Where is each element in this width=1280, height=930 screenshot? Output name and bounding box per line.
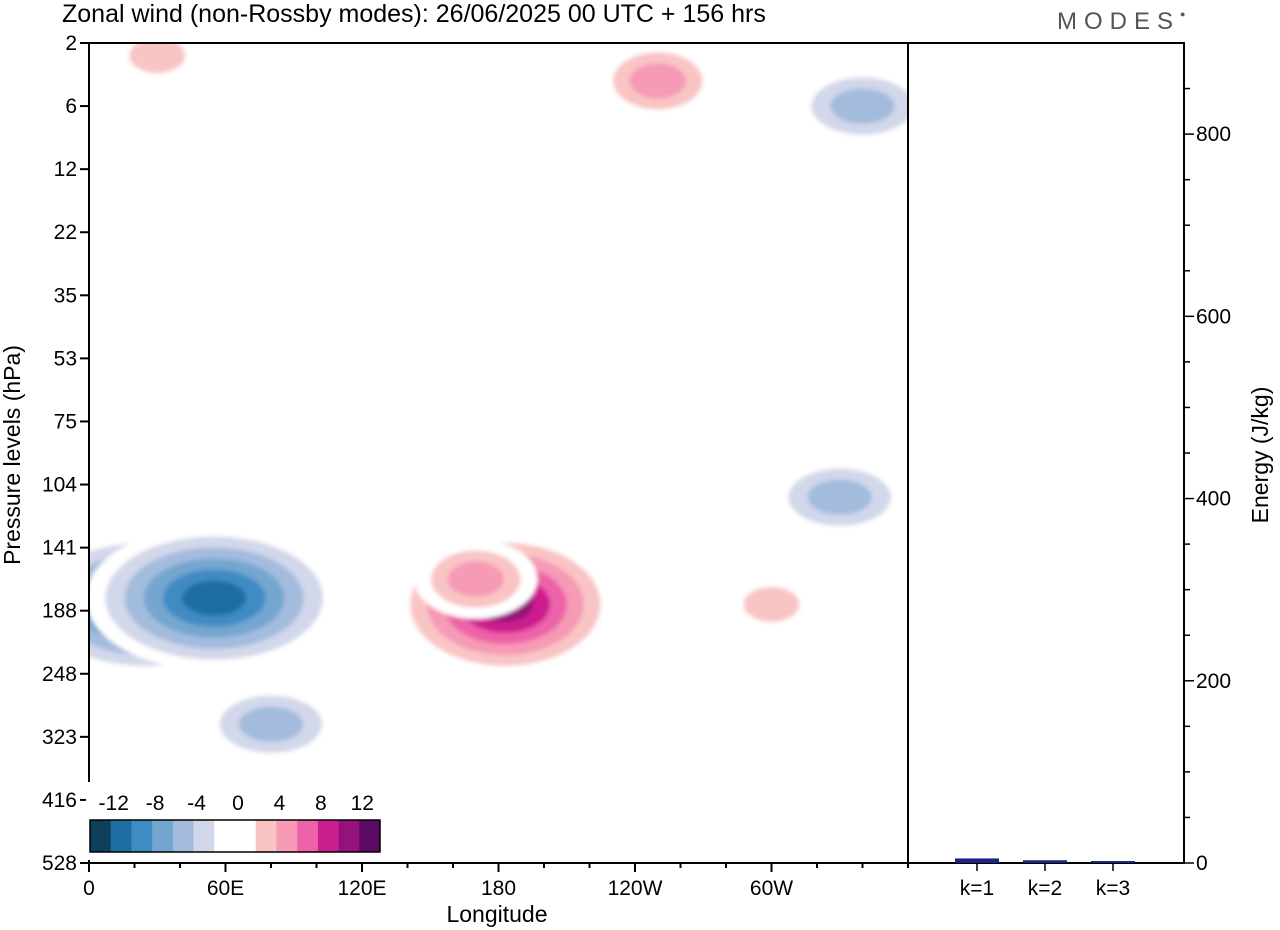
colorbar: -12 -8 -4 0 4 8 12 xyxy=(86,782,384,860)
energy-bar-k=3 xyxy=(1091,861,1135,863)
colorbar-swatch xyxy=(338,820,360,852)
energy-tick-label: 600 xyxy=(1196,305,1231,328)
x-tick-label: 60E xyxy=(207,877,244,900)
x-tick-label: 60W xyxy=(750,877,793,900)
contour-level xyxy=(239,706,303,742)
y-tick-label: 12 xyxy=(54,158,77,181)
wind-anomaly-8 xyxy=(596,43,720,121)
y-tick-label: 22 xyxy=(54,221,77,244)
y-tick-label: 141 xyxy=(42,537,77,560)
x-axis-label: Longitude xyxy=(446,901,547,927)
colorbar-swatch xyxy=(317,820,340,852)
colorbar-swatch xyxy=(131,820,153,852)
wind-anomaly-4 xyxy=(414,539,538,619)
wind-anomaly-3 xyxy=(200,684,342,764)
energy-tick-label: 200 xyxy=(1196,670,1231,693)
energy-bar-k=1 xyxy=(955,858,999,863)
energy-tick-label: 0 xyxy=(1196,852,1208,875)
contour-level xyxy=(493,706,550,742)
colorbar-swatch xyxy=(152,820,174,852)
colorbar-tick-label: 4 xyxy=(274,792,286,815)
y-tick-label: 2 xyxy=(65,32,77,55)
colorbar-swatch xyxy=(255,820,277,852)
colorbar-tick-label: -4 xyxy=(187,792,206,815)
colorbar-swatch xyxy=(297,820,319,852)
x-tick-label: 120E xyxy=(337,877,386,900)
wind-anomaly-12 xyxy=(375,832,440,863)
wind-anomaly-7 xyxy=(792,66,908,146)
wind-anomaly-5 xyxy=(726,575,817,633)
x-tick-label: 120W xyxy=(608,877,663,900)
colorbar-swatch xyxy=(90,820,112,852)
energy-bars: k=1 k=2 k=3 xyxy=(955,858,1135,900)
energy-axis-label: Energy (J/kg) xyxy=(1247,387,1273,524)
energy-bar-k=2 xyxy=(1023,860,1067,863)
colorbar-swatch xyxy=(235,820,257,852)
colorbar-swatch xyxy=(110,820,132,852)
energy-category-label: k=3 xyxy=(1096,877,1130,900)
colorbar-tick-label: 12 xyxy=(351,792,374,815)
colorbar-tick-label: 8 xyxy=(315,792,327,815)
energy-tick-label: 800 xyxy=(1196,123,1231,146)
contour-level xyxy=(629,63,686,99)
colorbar-frame xyxy=(89,819,381,853)
energy-category-label: k=1 xyxy=(960,877,994,900)
energy-panel-frame xyxy=(907,42,1185,864)
heatmap-field xyxy=(89,43,908,863)
colorbar-tick-label: -8 xyxy=(146,792,165,815)
y-tick-label: 53 xyxy=(54,347,77,370)
wind-anomaly-10 xyxy=(493,706,550,742)
modes-logo: MODES● xyxy=(1057,8,1185,36)
colorbar-tick-label: 0 xyxy=(232,792,244,815)
contour-level xyxy=(830,88,895,124)
colorbar-swatch xyxy=(193,820,215,852)
y-tick-label: 6 xyxy=(65,95,77,118)
y-tick-label: 528 xyxy=(42,852,77,875)
contour-level xyxy=(743,586,800,622)
y-axis-label: Pressure levels (hPa) xyxy=(0,345,25,565)
colorbar-swatch xyxy=(172,820,195,852)
y-tick-label: 104 xyxy=(42,474,77,497)
y-tick-label: 323 xyxy=(42,726,77,749)
contour-level xyxy=(807,479,872,515)
energy-tick-label: 400 xyxy=(1196,488,1231,511)
y-tick-label: 75 xyxy=(54,410,77,433)
x-tick-label: 180 xyxy=(481,877,516,900)
y-tick-label: 188 xyxy=(42,600,77,623)
contour-level xyxy=(447,561,504,597)
energy-axis: 0 200 400 600 800 xyxy=(1184,87,1231,875)
y-axis: 2 6 12 22 35 53 75 104 141 188 248 323 416 528 xyxy=(42,32,89,875)
x-tick-label: 0 xyxy=(83,877,95,900)
wind-anomaly-2 xyxy=(89,525,343,671)
x-axis: 0 60E 120E 180 120W 60W xyxy=(83,862,909,900)
colorbar-swatch xyxy=(359,820,381,852)
y-tick-label: 416 xyxy=(42,789,77,812)
contour-level xyxy=(375,832,440,863)
energy-category-label: k=2 xyxy=(1028,877,1062,900)
contour-level xyxy=(129,43,186,74)
wind-anomaly-6 xyxy=(769,457,908,537)
chart-title: Zonal wind (non-Rossby modes): 26/06/202… xyxy=(62,0,766,28)
contour-level xyxy=(182,580,247,616)
logo-text: MODES xyxy=(1057,8,1181,35)
colorbar-swatch xyxy=(214,820,236,852)
registered-mark-icon: ● xyxy=(1180,9,1186,19)
colorbar-swatch xyxy=(276,820,298,852)
y-tick-label: 35 xyxy=(54,284,77,307)
wind-anomaly-9 xyxy=(112,43,203,85)
colorbar-tick-label: -12 xyxy=(99,792,129,815)
y-tick-label: 248 xyxy=(42,663,77,686)
